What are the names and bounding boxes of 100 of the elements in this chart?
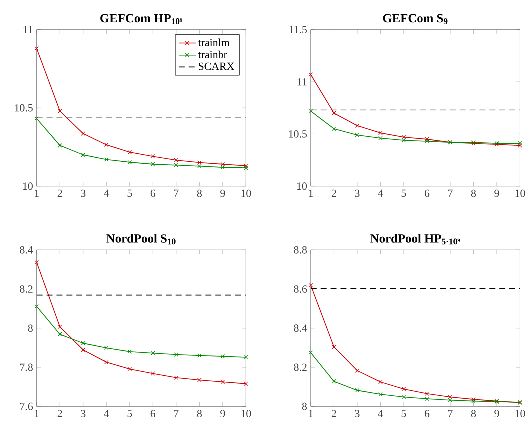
y-tick-label: 8	[28, 324, 33, 332]
chart-title: NordPool HP$_{5·10⁹}$	[370, 234, 460, 245]
point	[355, 368, 360, 374]
point	[355, 133, 360, 138]
point	[425, 392, 430, 396]
x-tick-label: 9	[494, 190, 500, 198]
x-tick-label: 4	[378, 410, 384, 418]
x-tick-label: 8	[197, 190, 202, 198]
point	[104, 158, 109, 162]
y-tick-label: 10.5	[15, 104, 33, 112]
line-series	[34, 260, 248, 386]
x-tick-label: 10	[516, 190, 526, 198]
y-tick-label: 11	[24, 26, 33, 34]
y-tick-label: 7.6	[20, 403, 34, 411]
y-tick-label: 8	[302, 403, 308, 411]
x-tick-label: 3	[81, 410, 86, 418]
y-tick-label: 8.4	[294, 324, 308, 332]
point	[151, 162, 156, 167]
x-tick-label: 4	[104, 190, 110, 198]
point	[332, 127, 336, 132]
point	[58, 144, 62, 148]
point	[220, 162, 226, 167]
x-tick-label: 1	[309, 410, 314, 418]
y-tick-label: 8.2	[294, 364, 307, 372]
x-tick-label: 5	[402, 410, 406, 418]
point	[58, 325, 62, 330]
line-series	[308, 72, 522, 148]
point	[151, 352, 156, 356]
point	[81, 348, 86, 352]
point	[128, 350, 132, 354]
point	[402, 395, 406, 400]
x-tick-label: 8	[471, 190, 476, 198]
point	[174, 352, 179, 358]
chart-title: GEFCom HP$_{10⁹}$	[100, 14, 182, 25]
point	[355, 388, 360, 393]
x-tick-label: 6	[424, 410, 430, 418]
point	[104, 346, 109, 350]
x-tick-label: 4	[104, 410, 110, 418]
x-tick-label: 7	[174, 410, 179, 418]
x-tick-label: 3	[355, 190, 360, 198]
point	[402, 135, 406, 140]
x-tick-label: 6	[150, 190, 156, 198]
x-tick-label: 4	[378, 190, 384, 198]
y-tick-label: 10.5	[289, 130, 308, 138]
point	[220, 166, 226, 170]
point	[81, 153, 86, 158]
point	[174, 158, 179, 163]
point	[355, 124, 360, 128]
point	[198, 354, 202, 358]
x-tick-label: 5	[128, 410, 132, 418]
point	[128, 160, 132, 165]
point	[128, 150, 132, 155]
x-tick-label: 2	[332, 410, 336, 418]
point	[378, 136, 383, 141]
point	[81, 132, 86, 136]
legend-label: SCARX	[199, 63, 235, 70]
x-tick-label: 3	[355, 410, 360, 418]
chart-title: NordPool S$_{10}$	[106, 234, 176, 245]
x-tick-label: 8	[197, 410, 202, 418]
point	[58, 109, 62, 114]
x-tick-label: 6	[424, 190, 430, 198]
x-tick-label: 10	[242, 190, 252, 198]
y-tick-label: 11	[298, 78, 307, 86]
point	[448, 395, 453, 400]
x-tick-label: 10	[242, 410, 252, 418]
point	[378, 380, 383, 385]
point	[198, 378, 202, 383]
legend-label: trainbr	[198, 51, 228, 59]
point	[174, 376, 179, 380]
point	[198, 160, 202, 166]
point	[174, 163, 179, 168]
point	[198, 164, 202, 169]
point	[104, 360, 109, 365]
x-tick-label: 7	[174, 190, 179, 198]
point	[220, 354, 226, 359]
x-tick-label: 1	[309, 190, 314, 198]
line-series	[34, 46, 248, 168]
y-tick-label: 8.2	[20, 286, 33, 294]
point	[220, 380, 226, 385]
x-tick-label: 8	[471, 410, 476, 418]
y-tick-label: 8.6	[294, 286, 308, 294]
line-series	[308, 350, 522, 405]
x-tick-label: 9	[220, 410, 226, 418]
point	[332, 111, 336, 116]
x-tick-label: 3	[81, 190, 86, 198]
y-tick-label: 11.5	[290, 26, 308, 34]
point	[402, 387, 406, 392]
point	[332, 345, 336, 350]
x-tick-label: 6	[150, 410, 156, 418]
point	[332, 380, 336, 384]
x-tick-label: 2	[58, 410, 62, 418]
point	[425, 397, 430, 402]
x-tick-label: 1	[35, 410, 39, 418]
point	[378, 392, 383, 397]
y-tick-label: 7.8	[20, 364, 33, 372]
y-tick-label: 8.8	[294, 246, 308, 254]
point	[448, 398, 453, 403]
y-tick-label: 8.4	[20, 246, 34, 254]
x-tick-label: 9	[220, 190, 226, 198]
y-tick-label: 10	[297, 182, 308, 190]
